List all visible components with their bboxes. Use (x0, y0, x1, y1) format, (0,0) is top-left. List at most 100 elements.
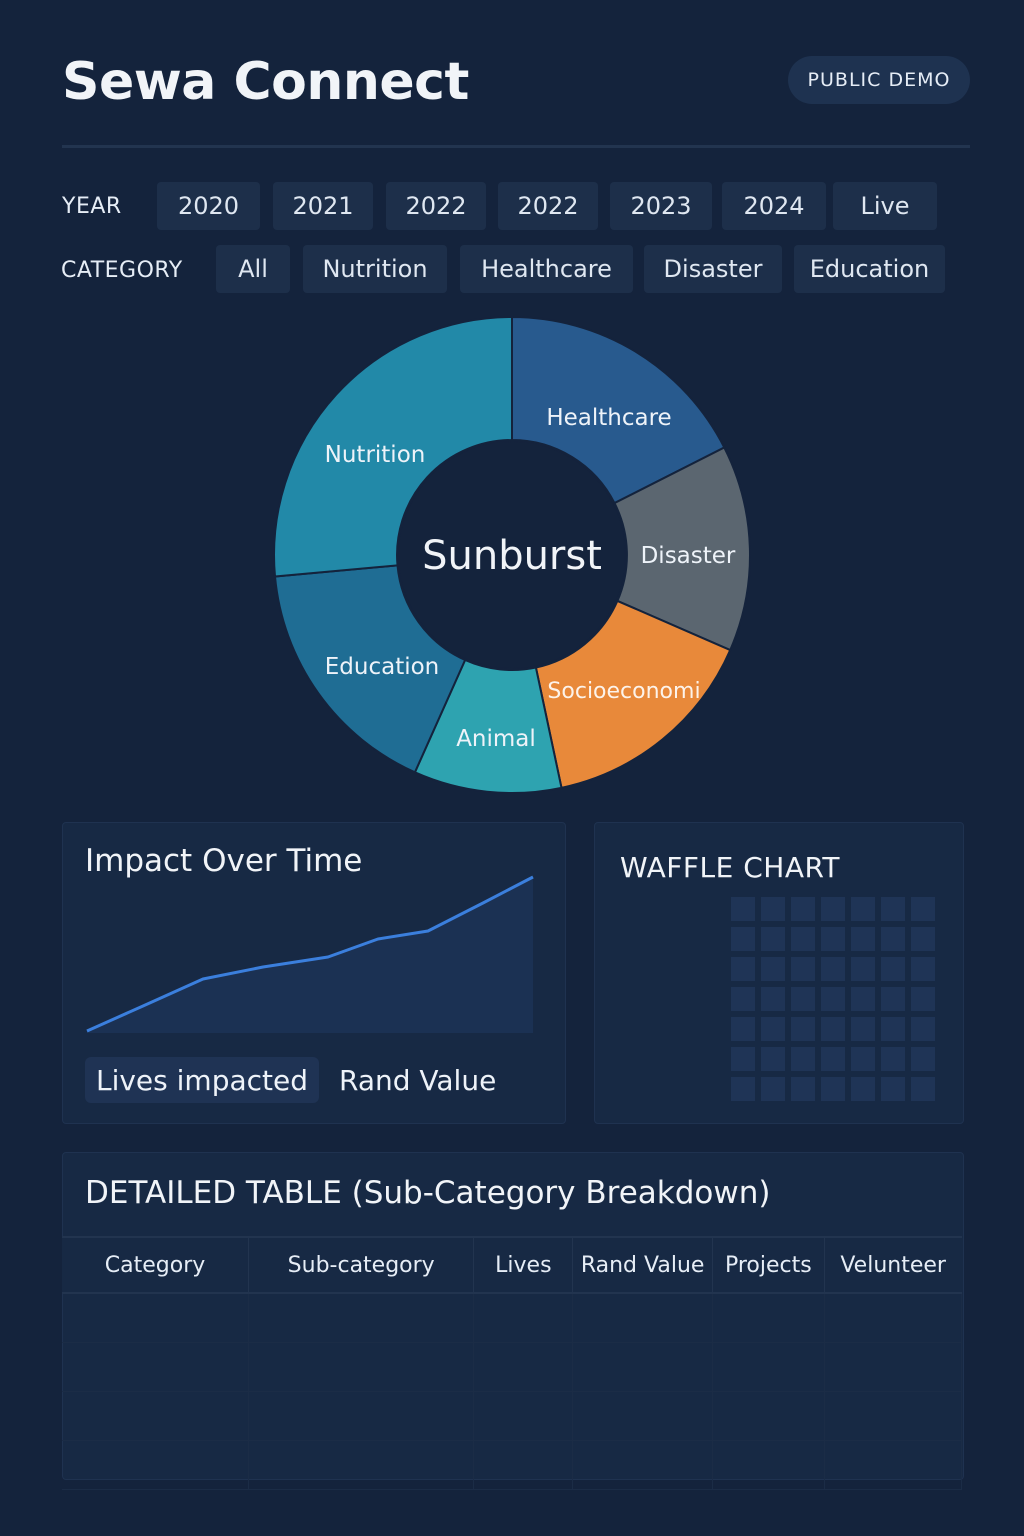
legend-lives-impacted[interactable]: Lives impacted (85, 1057, 319, 1103)
sunburst-segment-healthcare[interactable] (511, 315, 726, 505)
legend-rand-value[interactable]: Rand Value (339, 1063, 497, 1097)
sunburst-chart: Sunburst Healthcare Disaster Socioeconom… (273, 315, 751, 795)
waffle-cell (761, 1047, 785, 1071)
column-header-sub-category[interactable]: Sub-category (248, 1236, 475, 1294)
sunburst-label-healthcare: Healthcare (546, 405, 671, 431)
sunburst-label-socioeconomic: Socioeconomi (547, 679, 700, 704)
waffle-cell (761, 1077, 785, 1101)
waffle-cell (881, 897, 905, 921)
waffle-cell (731, 1017, 755, 1041)
table-body (62, 1293, 963, 1490)
sunburst-label-nutrition: Nutrition (325, 442, 426, 468)
sunburst-center (399, 442, 625, 668)
waffle-cell (821, 897, 845, 921)
table-cell (62, 1391, 250, 1441)
table-cell (473, 1391, 574, 1441)
waffle-cell (911, 1047, 935, 1071)
table-cell (712, 1391, 825, 1441)
table-row (62, 1440, 963, 1490)
table-cell (572, 1440, 713, 1490)
column-header-category[interactable]: Category (62, 1236, 250, 1294)
waffle-cell (761, 927, 785, 951)
waffle-cell (851, 987, 875, 1011)
table-cell (572, 1293, 713, 1343)
category-chip-healthcare[interactable]: Healthcare (460, 245, 633, 293)
waffle-cell (911, 1017, 935, 1041)
column-header-volunteer[interactable]: Veluntеer (824, 1236, 962, 1294)
impact-line-chart (86, 875, 534, 1033)
table-cell (248, 1293, 475, 1343)
waffle-cell (881, 1077, 905, 1101)
waffle-cell (821, 1047, 845, 1071)
table-cell (62, 1342, 250, 1392)
year-chip-2024[interactable]: 2024 (722, 182, 826, 230)
column-header-projects[interactable]: Projects (712, 1236, 825, 1294)
waffle-cell (911, 957, 935, 981)
sunburst-segment-socioeconomic[interactable] (534, 599, 732, 789)
table-row (62, 1293, 963, 1343)
column-header-lives[interactable]: Lives (473, 1236, 574, 1294)
waffle-cell (851, 927, 875, 951)
detailed-table-title: DETAILED TABLE (Sub-Category Breakdown) (85, 1175, 771, 1211)
waffle-cell (881, 927, 905, 951)
waffle-cell (791, 1047, 815, 1071)
table-row (62, 1391, 963, 1441)
table-cell (473, 1342, 574, 1392)
detailed-table: Category Sub-category Lives Rand Value P… (62, 1236, 963, 1490)
year-chip-2021[interactable]: 2021 (273, 182, 373, 230)
waffle-cell (851, 957, 875, 981)
table-cell (473, 1293, 574, 1343)
waffle-cell (911, 987, 935, 1011)
table-cell (712, 1293, 825, 1343)
waffle-cell (851, 1017, 875, 1041)
waffle-cell (791, 897, 815, 921)
waffle-cell (731, 987, 755, 1011)
waffle-panel-title: WAFFLE CHART (620, 851, 840, 884)
table-cell (248, 1391, 475, 1441)
year-chip-2023[interactable]: 2023 (610, 182, 712, 230)
table-cell (824, 1293, 963, 1343)
impact-over-time-panel: Impact Over Time Lives impacted Rand Val… (62, 822, 566, 1124)
table-cell (712, 1440, 825, 1490)
category-chip-all[interactable]: All (216, 245, 290, 293)
waffle-cell (881, 1017, 905, 1041)
sunburst-segment-education[interactable] (273, 564, 467, 774)
year-chip-live[interactable]: Live (833, 182, 937, 230)
waffle-grid (731, 897, 941, 1107)
waffle-cell (791, 1077, 815, 1101)
waffle-cell (731, 1077, 755, 1101)
waffle-cell (821, 1077, 845, 1101)
year-chip-2020[interactable]: 2020 (157, 182, 260, 230)
waffle-cell (851, 1047, 875, 1071)
category-filter-label: CATEGORY (61, 258, 183, 283)
sunburst-label-education: Education (325, 654, 440, 680)
year-chip-2022-b[interactable]: 2022 (498, 182, 598, 230)
app-title: Sewa Connect (62, 52, 469, 112)
waffle-cell (851, 1077, 875, 1101)
waffle-cell (791, 987, 815, 1011)
column-header-rand-value[interactable]: Rand Value (572, 1236, 713, 1294)
public-demo-badge: PUBLIC DEMO (788, 56, 970, 104)
waffle-cell (791, 957, 815, 981)
sunburst-segment-disaster[interactable] (613, 446, 751, 652)
table-row (62, 1342, 963, 1392)
impact-area (87, 877, 533, 1033)
sunburst-label-disaster: Disaster (641, 543, 736, 569)
sunburst-segment-nutrition[interactable] (273, 315, 513, 578)
category-chip-education[interactable]: Education (794, 245, 945, 293)
waffle-cell (761, 1017, 785, 1041)
waffle-cell (761, 987, 785, 1011)
table-cell (62, 1440, 250, 1490)
waffle-cell (821, 987, 845, 1011)
category-chip-nutrition[interactable]: Nutrition (303, 245, 447, 293)
waffle-cell (761, 957, 785, 981)
table-cell (572, 1342, 713, 1392)
table-cell (712, 1342, 825, 1392)
sunburst-label-animal: Animal (456, 726, 536, 752)
waffle-cell (791, 927, 815, 951)
waffle-cell (911, 927, 935, 951)
impact-line (86, 875, 534, 1033)
year-chip-2022[interactable]: 2022 (386, 182, 486, 230)
category-chip-disaster[interactable]: Disaster (644, 245, 782, 293)
waffle-cell (911, 1077, 935, 1101)
